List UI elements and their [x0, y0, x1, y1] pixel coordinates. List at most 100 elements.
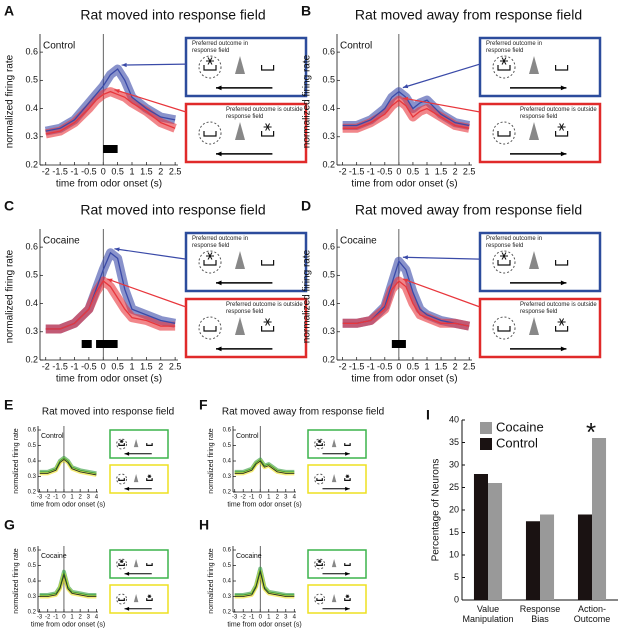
panel-letter: G [4, 517, 15, 533]
y-tick-label: 30 [449, 459, 459, 469]
response-field [116, 473, 128, 485]
y-axis-label: normalized firing rate [5, 54, 16, 148]
y-tick-label: 0.2 [25, 354, 38, 364]
rat-icon [133, 474, 139, 483]
y-tick-label: 0.6 [223, 548, 232, 554]
mean-line [45, 90, 176, 135]
pointer-arrow [402, 278, 481, 308]
rat-icon [529, 251, 539, 269]
y-axis-label: normalized firing rate [13, 548, 20, 613]
panel-title: Rat moved into response field [80, 7, 265, 23]
panel-title: Rat moved away from response field [355, 202, 582, 218]
well-icon [316, 598, 323, 601]
well-icon [555, 131, 569, 137]
y-tick-label: 0.5 [322, 75, 335, 85]
y-tick-label: 0.2 [25, 159, 38, 169]
condition-box [184, 36, 308, 98]
rat-icon [235, 317, 245, 335]
x-tick-label: -2 [42, 167, 50, 177]
pointer-arrow-head [114, 247, 120, 252]
mean-line [342, 280, 470, 327]
y-tick-label: 0.5 [322, 270, 335, 280]
y-tick-label: 10 [449, 549, 459, 559]
x-tick-label: 1 [129, 167, 134, 177]
x-axis-label: time from odor onset (s) [227, 501, 301, 508]
pointer-arrow [402, 63, 481, 89]
direction-arrow-head [345, 486, 350, 491]
y-tick-label: 0.3 [223, 594, 232, 600]
pointer-arrow-head [107, 278, 113, 283]
star-icon [207, 57, 213, 65]
x-tick-label: -1.5 [52, 362, 68, 372]
x-axis-label: time from odor onset (s) [227, 621, 301, 628]
y-tick-label: 0.5 [25, 75, 38, 85]
pointer-arrow [114, 89, 187, 113]
x-tick-label: 0.5 [111, 167, 124, 177]
well-icon [344, 443, 351, 446]
y-tick-label: 0.2 [223, 490, 232, 496]
mean-line [39, 457, 97, 474]
significance-bar [96, 340, 118, 348]
legend-swatch [480, 438, 492, 450]
x-tick-label: 4 [293, 614, 297, 620]
x-tick-label: 2.5 [463, 167, 476, 177]
y-axis-label: normalized firing rate [208, 548, 215, 613]
y-tick-label: 0.4 [223, 459, 232, 465]
x-axis-label: time from odor onset (s) [31, 501, 105, 508]
y-tick-label: 0.3 [25, 326, 38, 336]
response-field [198, 55, 222, 79]
panel-letter: H [199, 517, 209, 533]
rat-icon [331, 559, 337, 568]
y-axis-label: normalized firing rate [208, 428, 215, 493]
x-axis-label: time from odor onset (s) [351, 179, 457, 190]
response-field [198, 316, 222, 340]
x-tick-label: Response Bias [519, 604, 561, 624]
x-axis-label: time from odor onset (s) [31, 621, 105, 628]
x-tick-label: 1 [424, 167, 429, 177]
y-tick-label: 0.5 [28, 443, 37, 449]
panel-letter: B [301, 3, 311, 19]
x-tick-label: -0.5 [377, 167, 393, 177]
x-tick-label: -2 [45, 494, 51, 500]
pointer-arrow-head [121, 62, 127, 68]
x-tick-label: 1 [70, 614, 74, 620]
x-tick-label: -2 [241, 614, 247, 620]
significance-bar [391, 340, 406, 348]
y-tick-label: 0.5 [25, 270, 38, 280]
y-tick-label: 40 [449, 414, 459, 424]
box-text: Preferred outcome in response field [192, 41, 249, 54]
y-tick-label: 0.4 [28, 579, 37, 585]
x-tick-label: 2 [453, 362, 458, 372]
box-text: Preferred outcome in response field [192, 236, 249, 249]
direction-arrow-head [216, 151, 222, 157]
star-icon [559, 123, 565, 131]
x-tick-label: 1.5 [435, 362, 448, 372]
x-tick-label: -1.5 [52, 167, 68, 177]
panel-letter: E [4, 397, 13, 413]
y-axis-label: normalized firing rate [302, 54, 313, 148]
x-tick-label: 2 [453, 167, 458, 177]
y-axis-label: Percentage of Neurons [431, 459, 442, 562]
pointer-arrow-head [402, 84, 409, 89]
mean-line [234, 568, 295, 596]
well-icon [497, 326, 511, 332]
x-tick-label: -1.5 [349, 167, 365, 177]
panel-letter: C [4, 198, 14, 214]
well-icon [555, 260, 569, 266]
rat-icon [331, 474, 337, 483]
direction-arrow-head [216, 346, 222, 352]
condition-label: Cocaine [43, 236, 80, 247]
x-tick-label: 2 [78, 494, 82, 500]
x-tick-label: 0 [62, 614, 66, 620]
response-field [314, 438, 326, 450]
error-band [39, 457, 97, 477]
x-axis-label: time from odor onset (s) [351, 374, 457, 385]
response-field [314, 558, 326, 570]
mean-line [39, 573, 97, 597]
well-icon [118, 478, 125, 481]
rat-icon [235, 251, 245, 269]
error-band [45, 276, 176, 334]
condition-label: Control [41, 433, 64, 440]
x-tick-label: 0.5 [407, 167, 420, 177]
panel-title: Rat moved into response field [80, 202, 265, 218]
